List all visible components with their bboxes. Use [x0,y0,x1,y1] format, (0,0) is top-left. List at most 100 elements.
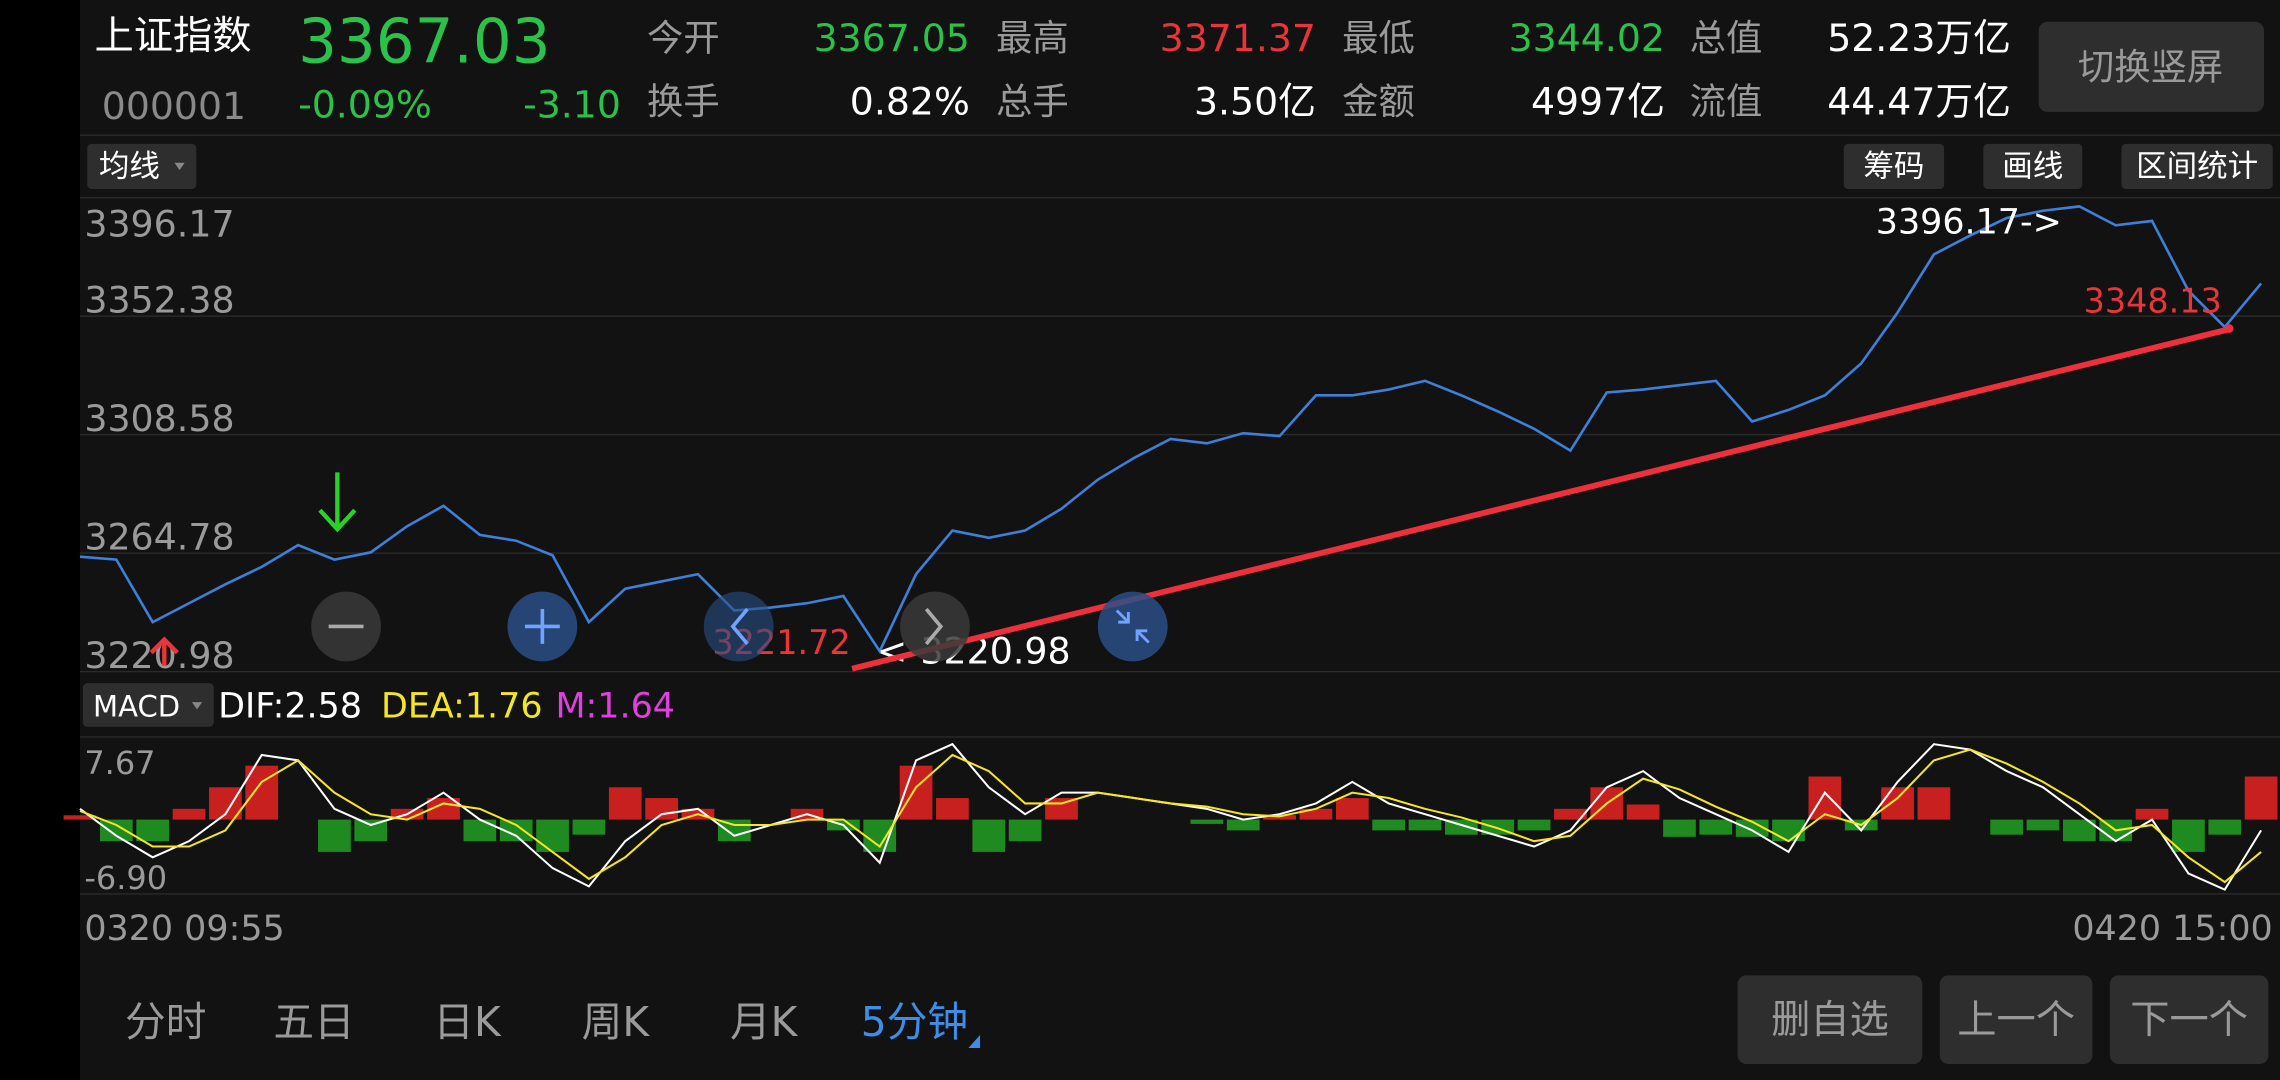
macd-bar [1881,787,1914,820]
price-line [79,205,2263,654]
macd-bar [1008,819,1042,842]
macd-bar [2244,776,2278,820]
y-tick-label: 3220.98 [84,634,234,677]
change-pct: -0.09% [298,83,432,127]
index-code: 000001 [102,84,246,128]
macd-bar [136,819,170,842]
panel [79,0,2280,1080]
macd-bar [1408,819,1442,831]
macd-bar [2135,808,2169,820]
y-tick-label: 3352.38 [84,279,234,322]
macd-bar [572,819,606,835]
ma-button-label[interactable]: 均线 [99,150,160,185]
stat-label: 最高 [996,16,1069,59]
time-start: 0320 09:55 [84,909,284,949]
nav-button[interactable] [2109,975,2269,1065]
tabs: 分时 五日 日K 周K 月K 5分钟 [125,998,981,1049]
down-arrow [318,472,357,533]
stat-label: 流值 [1690,80,1763,123]
stat-value: 52.23万亿 [1827,16,2011,60]
macd-selector-label[interactable]: MACD [93,689,180,723]
macd-bar [463,819,497,842]
trend-line-end [2224,324,2234,333]
y-tick-label: 3264.78 [84,516,234,559]
macd-bar [1626,804,1660,820]
macd-bar [1808,776,1842,820]
buttons: 删自选 上一个 下一个 [1737,975,2269,1065]
stat-value: 3367.05 [814,16,970,60]
stat-label: 换手 [647,80,720,123]
tool-button[interactable] [1983,143,2083,189]
orientation-button[interactable] [2038,21,2265,112]
stat-value: 44.47万亿 [1827,80,2011,124]
macd-bar [936,798,969,820]
macd-bar [2062,819,2096,842]
stat-value: 0.82% [850,80,970,124]
nav-button[interactable] [1737,975,1923,1065]
macd-bar [536,819,569,852]
nav-button-label[interactable]: 下一个 [2130,998,2248,1043]
zoom-controls [311,591,1168,662]
tool-button[interactable] [1843,143,1945,189]
tool-button-label[interactable]: 区间统计 [2136,150,2258,185]
annotation: 3348.13 [2084,281,2222,320]
nav-button[interactable] [1939,975,2093,1065]
time-end: 0420 15:00 [2072,909,2272,949]
tab[interactable]: 月K [730,998,799,1046]
y-tick-label: 3396.17 [84,202,234,245]
macd-bar [2026,819,2060,831]
macd-bar [318,819,351,852]
tab[interactable]: 五日 [273,998,354,1046]
macd-bar [1190,819,1224,824]
orientation-button-label[interactable]: 切换竖屏 [2078,45,2223,88]
macd-bar [427,798,460,820]
y-tick-label: 7.67 [84,744,155,782]
annotation: 3396.17-> [1876,202,2062,242]
index-name: 上证指数 [95,14,252,59]
tab[interactable]: 周K [582,998,651,1046]
macd-bar [1372,819,1406,831]
tool-button-label[interactable]: 筹码 [1863,150,1924,185]
ma-button[interactable] [87,143,197,189]
macd-bar [1517,819,1551,831]
reset-zoom[interactable] [1097,591,1168,662]
tool-button[interactable] [2121,143,2273,189]
stat-label: 今开 [647,16,720,59]
trend-line [851,325,2233,672]
macd-bar [1045,798,1078,820]
up-arrow [149,636,179,666]
tools: 筹码 画线 区间统计 [1843,143,2273,189]
nav-button-label[interactable]: 删自选 [1771,998,1889,1043]
stat-label: 总手 [996,80,1069,123]
scroll-left[interactable] [703,591,774,662]
macd-bar [1772,819,1805,842]
tool-button-label[interactable]: 画线 [2002,150,2063,185]
plus-icon [524,609,560,644]
macd-legend: DIF:2.58 [218,686,362,726]
tab[interactable]: 日K [433,998,502,1046]
right-icon [924,607,944,646]
macd-selector[interactable] [82,683,214,727]
tab-indicator [968,1034,981,1049]
macd-legend: DEA:1.76 [381,686,543,726]
dropdown-icon [191,702,203,710]
macd-bar [1990,819,2023,835]
stat-label: 最低 [1342,16,1415,59]
macd-chart: -6.90 7.67 DIF:2.58 DEA:1.76 M:1.64 [63,686,2280,897]
tab[interactable]: 分时 [125,998,206,1046]
scroll-right[interactable] [900,591,970,662]
tab[interactable]: 5分钟 [861,998,968,1046]
change: -3.10 [523,83,621,127]
macd-bar [99,819,133,842]
macd-bar [354,819,388,842]
macd-bar [608,787,642,820]
stat-label: 金额 [1342,80,1415,123]
macd-bar [172,808,206,820]
macd-bar [645,798,678,820]
nav-button-label[interactable]: 上一个 [1957,998,2075,1043]
macd-bar [972,819,1006,852]
macd-bar [1699,819,1733,835]
stat-value: 4997亿 [1531,80,1665,124]
macd-bar [1554,808,1587,820]
